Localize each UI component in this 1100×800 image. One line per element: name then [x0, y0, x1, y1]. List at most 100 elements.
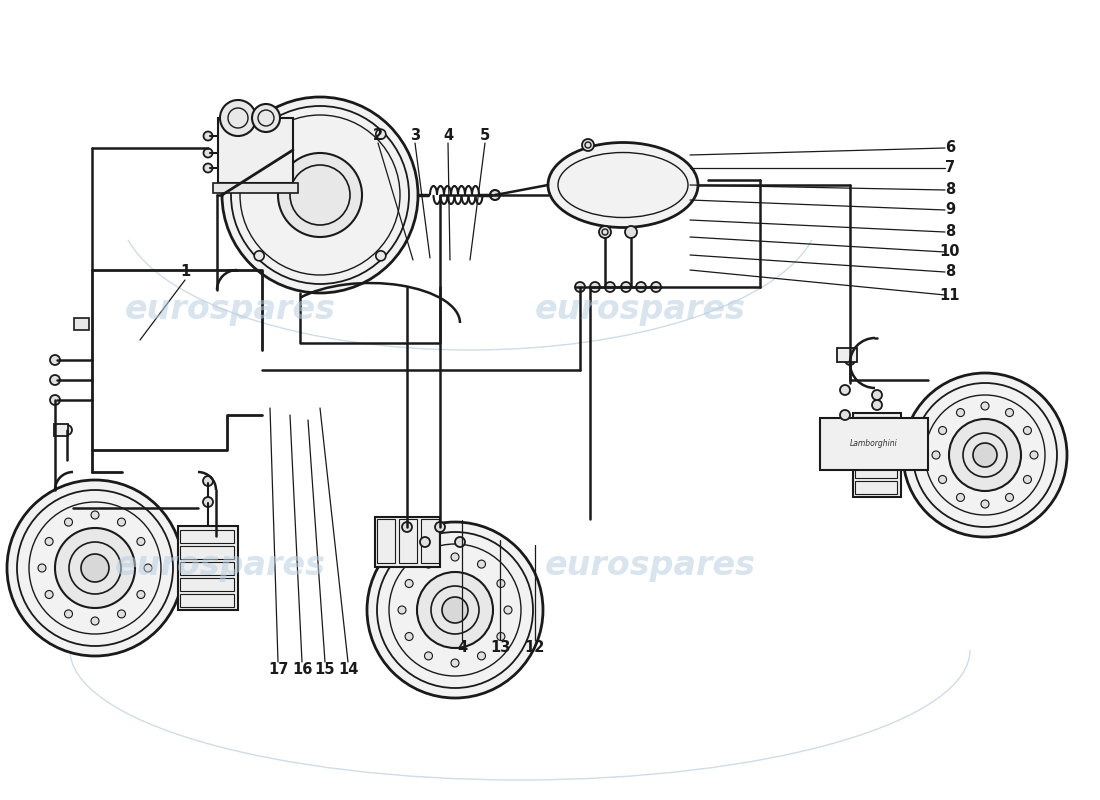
Circle shape — [455, 537, 465, 547]
Text: 11: 11 — [939, 287, 960, 302]
Circle shape — [575, 282, 585, 292]
Text: eurospares: eurospares — [114, 549, 326, 582]
Circle shape — [81, 554, 109, 582]
Circle shape — [45, 590, 53, 598]
Bar — [74, 318, 89, 330]
Bar — [213, 183, 298, 193]
Bar — [820, 418, 928, 470]
Bar — [180, 578, 234, 591]
Text: Lamborghini: Lamborghini — [850, 439, 898, 449]
Circle shape — [50, 355, 60, 365]
Circle shape — [957, 409, 965, 417]
Circle shape — [949, 419, 1021, 491]
Circle shape — [451, 659, 459, 667]
Circle shape — [425, 652, 432, 660]
Circle shape — [840, 410, 850, 420]
Circle shape — [957, 494, 965, 502]
Circle shape — [605, 282, 615, 292]
Circle shape — [1023, 426, 1032, 434]
Text: 3: 3 — [410, 127, 420, 142]
Circle shape — [872, 400, 882, 410]
Circle shape — [278, 153, 362, 237]
Circle shape — [1005, 409, 1013, 417]
Text: 4: 4 — [456, 641, 468, 655]
Circle shape — [477, 652, 485, 660]
Circle shape — [367, 522, 543, 698]
Circle shape — [254, 129, 264, 139]
Circle shape — [118, 518, 125, 526]
Circle shape — [204, 131, 212, 141]
Text: 15: 15 — [315, 662, 336, 678]
Circle shape — [91, 617, 99, 625]
Circle shape — [497, 633, 505, 641]
Circle shape — [405, 579, 414, 587]
Bar — [375, 517, 440, 567]
Circle shape — [222, 97, 418, 293]
Circle shape — [625, 226, 637, 238]
Circle shape — [204, 149, 212, 158]
Circle shape — [91, 511, 99, 519]
Circle shape — [254, 251, 264, 261]
Circle shape — [398, 606, 406, 614]
Text: 16: 16 — [292, 662, 312, 678]
Circle shape — [434, 522, 446, 532]
Text: 1: 1 — [180, 265, 190, 279]
Circle shape — [55, 528, 135, 608]
Text: 4: 4 — [443, 127, 453, 142]
Circle shape — [376, 129, 386, 139]
Circle shape — [490, 190, 500, 200]
Circle shape — [405, 633, 414, 641]
Bar — [178, 526, 238, 610]
Circle shape — [938, 475, 947, 483]
Bar — [180, 562, 234, 575]
Circle shape — [425, 560, 432, 568]
Bar — [855, 417, 896, 430]
Circle shape — [402, 522, 412, 532]
Text: 8: 8 — [945, 225, 955, 239]
Circle shape — [417, 572, 493, 648]
Bar — [377, 519, 395, 563]
Text: 17: 17 — [267, 662, 288, 678]
Text: 2: 2 — [373, 127, 383, 142]
Circle shape — [7, 480, 183, 656]
Circle shape — [144, 564, 152, 572]
Circle shape — [938, 426, 947, 434]
Circle shape — [872, 390, 882, 400]
Circle shape — [932, 451, 940, 459]
Circle shape — [118, 610, 125, 618]
Circle shape — [451, 553, 459, 561]
Circle shape — [204, 497, 213, 507]
Circle shape — [45, 538, 53, 546]
Circle shape — [65, 610, 73, 618]
Bar — [218, 118, 293, 183]
Bar — [180, 594, 234, 607]
Circle shape — [974, 443, 997, 467]
Circle shape — [136, 538, 145, 546]
Bar — [855, 433, 896, 446]
Circle shape — [477, 560, 485, 568]
Circle shape — [220, 100, 256, 136]
Circle shape — [981, 402, 989, 410]
Bar — [837, 348, 857, 362]
Circle shape — [442, 597, 468, 623]
Bar — [855, 465, 896, 478]
Text: eurospares: eurospares — [124, 294, 336, 326]
Text: eurospares: eurospares — [535, 294, 746, 326]
Circle shape — [582, 139, 594, 151]
Text: 7: 7 — [945, 161, 955, 175]
Bar — [54, 424, 68, 436]
Circle shape — [903, 373, 1067, 537]
Circle shape — [621, 282, 631, 292]
Circle shape — [376, 251, 386, 261]
Bar — [180, 530, 234, 543]
Circle shape — [252, 104, 280, 132]
Bar — [855, 449, 896, 462]
Circle shape — [1005, 494, 1013, 502]
Circle shape — [590, 282, 600, 292]
Bar — [399, 519, 417, 563]
Circle shape — [204, 476, 213, 486]
Circle shape — [50, 375, 60, 385]
Circle shape — [50, 395, 60, 405]
Text: 10: 10 — [939, 245, 960, 259]
Circle shape — [840, 385, 850, 395]
